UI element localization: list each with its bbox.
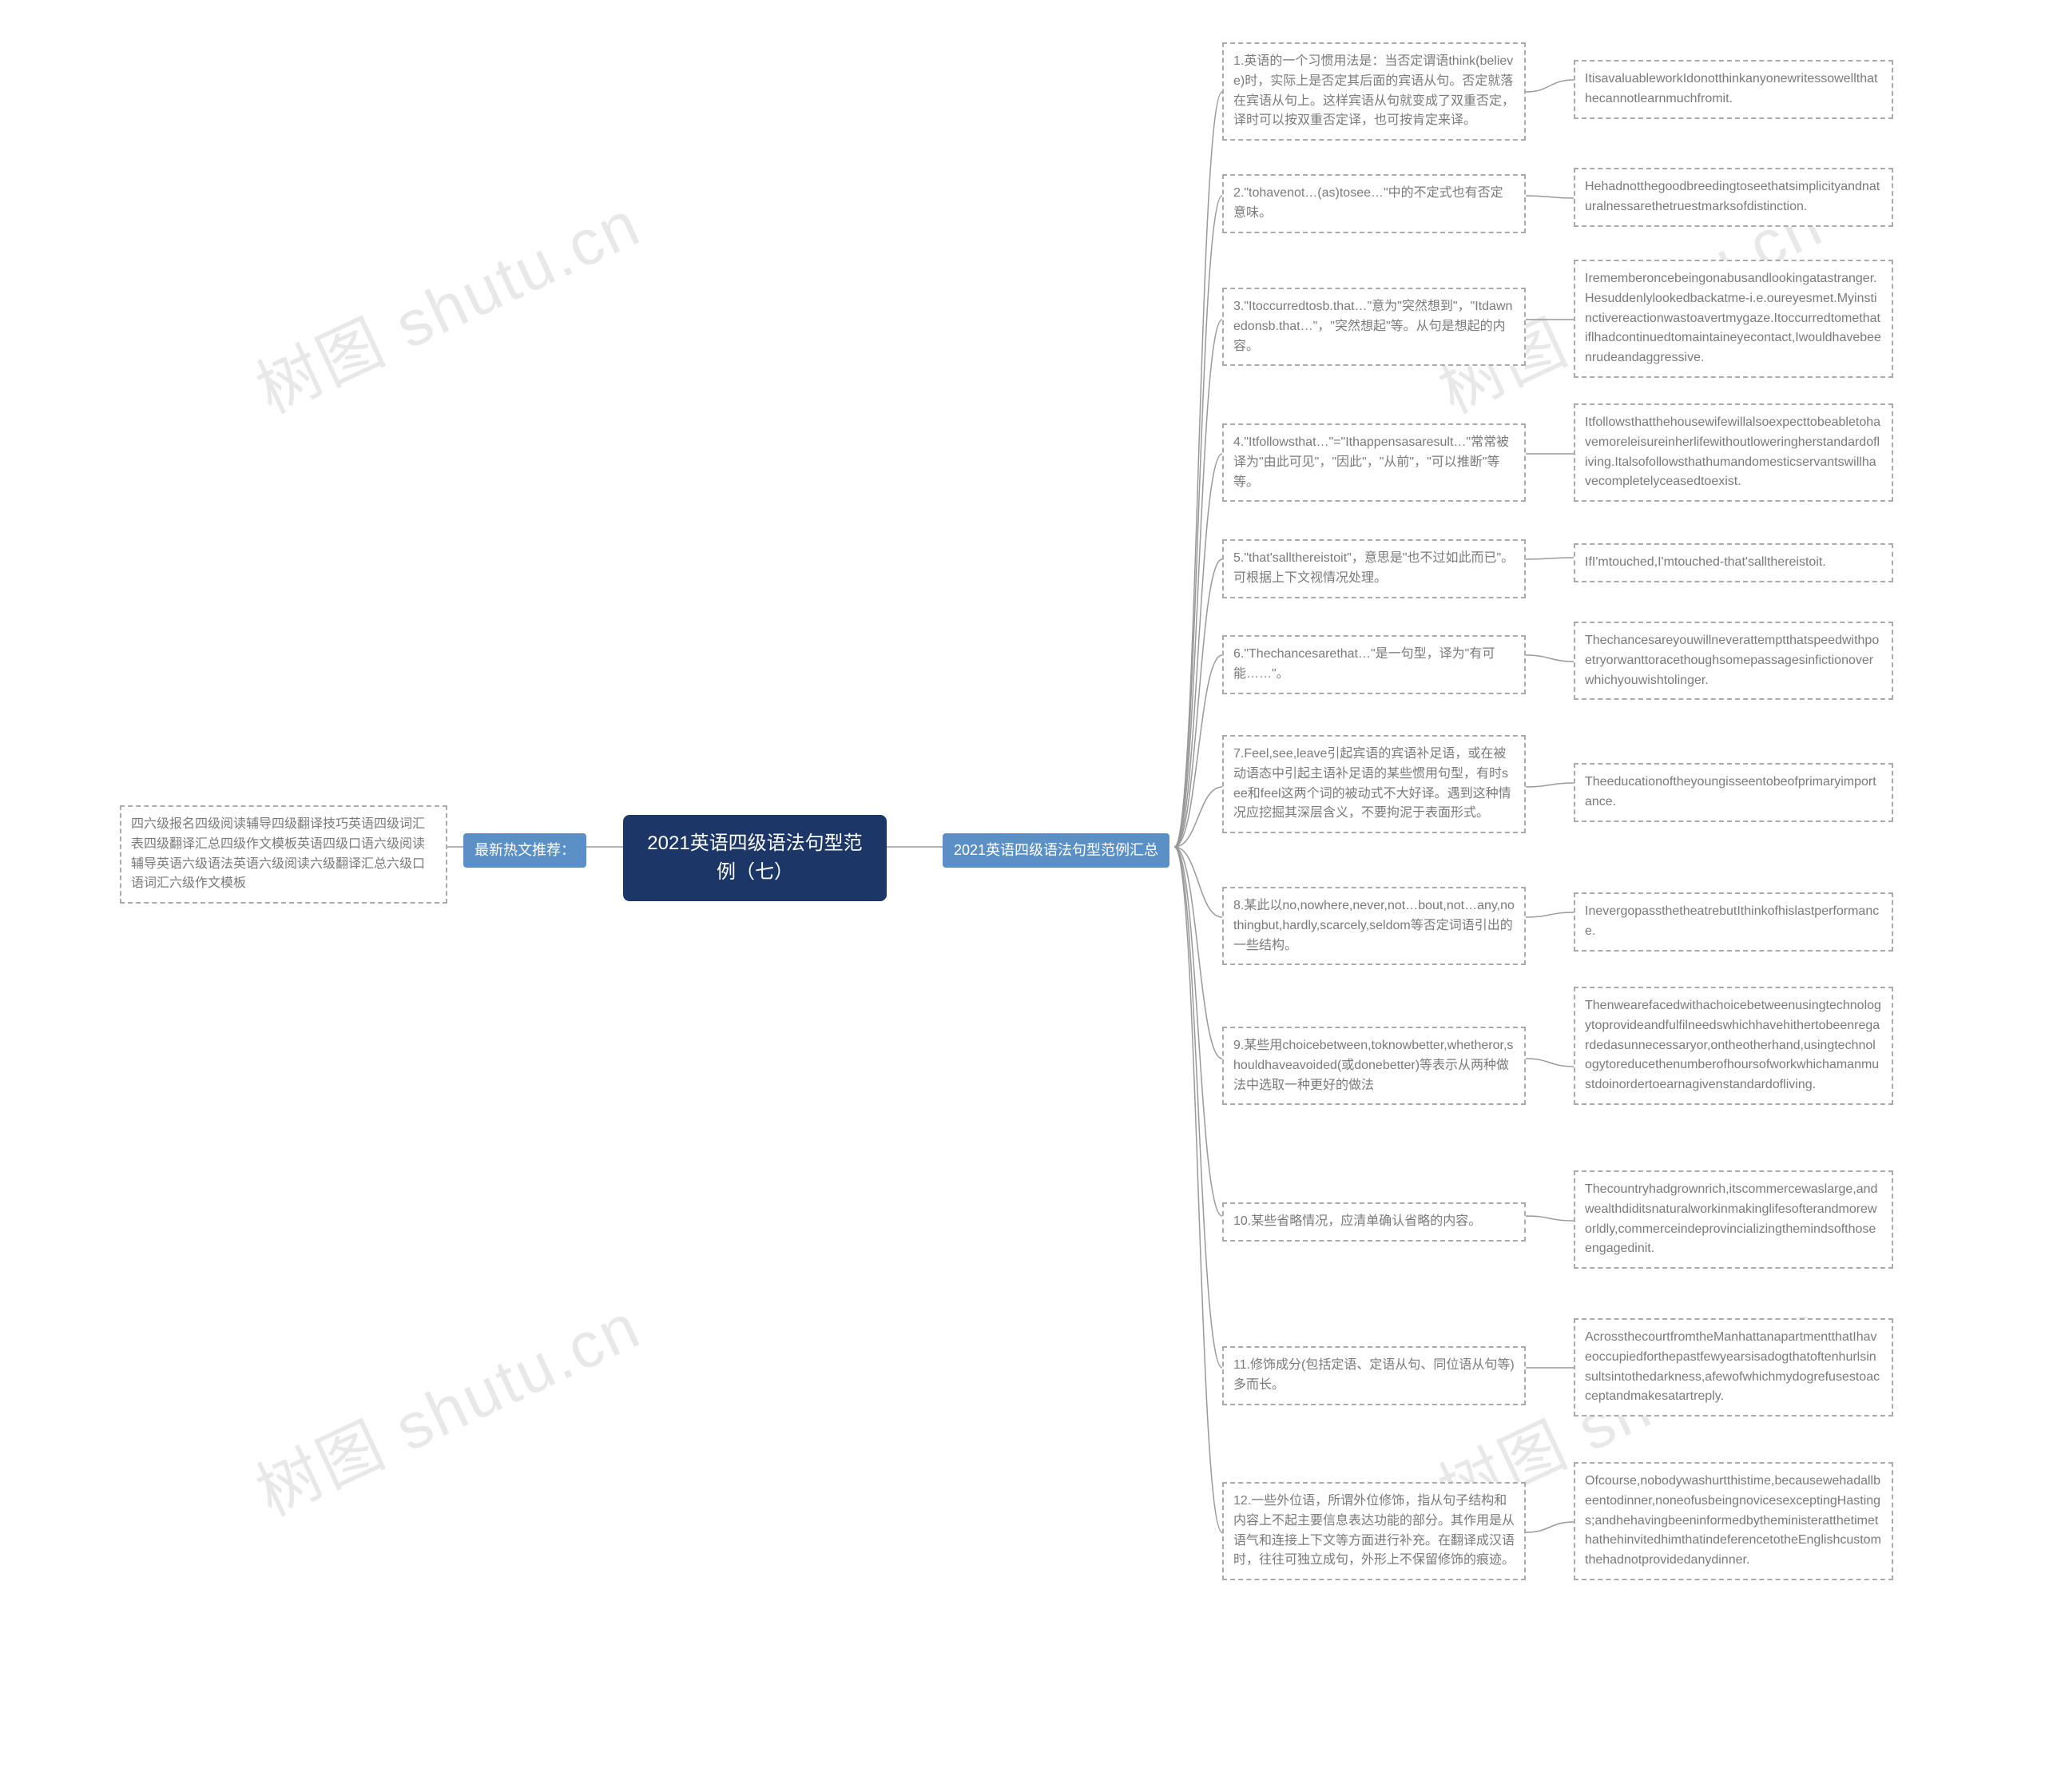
item-6-desc[interactable]: 6."Thechancesarethat…"是一句型，译为"有可能……"。 — [1222, 635, 1526, 694]
item-9-desc[interactable]: 9.某些用choicebetween,toknowbetter,whethero… — [1222, 1027, 1526, 1105]
item-3-desc[interactable]: 3."Itoccurredtosb.that…"意为"突然想到"，"Itdawn… — [1222, 288, 1526, 366]
item-11-desc[interactable]: 11.修饰成分(包括定语、定语从句、同位语从句等)多而长。 — [1222, 1346, 1526, 1405]
item-10-example[interactable]: Thecountryhadgrownrich,itscommercewaslar… — [1574, 1170, 1893, 1269]
item-7-desc[interactable]: 7.Feel,see,leave引起宾语的宾语补足语，或在被动语态中引起主语补足… — [1222, 735, 1526, 833]
item-5-example[interactable]: IfI'mtouched,I'mtouched-that'sallthereis… — [1574, 543, 1893, 582]
center-node[interactable]: 2021英语四级语法句型范例（七） — [623, 815, 887, 901]
item-5-desc[interactable]: 5."that'sallthereistoit"，意思是"也不过如此而已"。可根… — [1222, 539, 1526, 598]
item-3-example[interactable]: Irememberoncebeingonabusandlookingatastr… — [1574, 260, 1893, 378]
item-2-desc[interactable]: 2."tohavenot…(as)tosee…"中的不定式也有否定意味。 — [1222, 174, 1526, 233]
item-1-desc[interactable]: 1.英语的一个习惯用法是：当否定谓语think(believe)时，实际上是否定… — [1222, 42, 1526, 141]
item-2-example[interactable]: Hehadnotthegoodbreedingtoseethatsimplici… — [1574, 168, 1893, 227]
left-level2[interactable]: 四六级报名四级阅读辅导四级翻译技巧英语四级词汇表四级翻译汇总四级作文模板英语四级… — [120, 805, 447, 904]
watermark: 树图 shutu.cn — [240, 1275, 653, 1534]
item-6-example[interactable]: Thechancesareyouwillneverattemptthatspee… — [1574, 622, 1893, 700]
watermark: 树图 shutu.cn — [240, 173, 653, 431]
item-11-example[interactable]: AcrossthecourtfromtheManhattanapartmentt… — [1574, 1318, 1893, 1417]
item-4-desc[interactable]: 4."Itfollowsthat…"="Ithappensasaresult…"… — [1222, 423, 1526, 502]
item-8-desc[interactable]: 8.某此以no,nowhere,never,not…bout,not…any,n… — [1222, 887, 1526, 965]
item-1-example[interactable]: ItisavaluableworkIdonotthinkanyonewrites… — [1574, 60, 1893, 119]
mindmap-container: 树图 shutu.cn 树图 shutu.cn 树图 shutu.cn 树图 s… — [0, 0, 2045, 1792]
item-12-example[interactable]: Ofcourse,nobodywashurtthistime,becausewe… — [1574, 1462, 1893, 1580]
right-level1[interactable]: 2021英语四级语法句型范例汇总 — [943, 833, 1169, 868]
item-9-example[interactable]: Thenwearefacedwithachoicebetweenusingtec… — [1574, 987, 1893, 1105]
item-4-example[interactable]: Itfollowsthatthehousewifewillalsoexpectt… — [1574, 403, 1893, 502]
item-10-desc[interactable]: 10.某些省略情况，应清单确认省略的内容。 — [1222, 1202, 1526, 1242]
item-12-desc[interactable]: 12.一些外位语，所谓外位修饰，指从句子结构和内容上不起主要信息表达功能的部分。… — [1222, 1482, 1526, 1580]
item-7-example[interactable]: Theeducationoftheyoungisseentobeofprimar… — [1574, 763, 1893, 822]
item-8-example[interactable]: InevergopassthetheatrebutIthinkofhislast… — [1574, 892, 1893, 952]
left-level1[interactable]: 最新热文推荐： — [463, 833, 586, 868]
